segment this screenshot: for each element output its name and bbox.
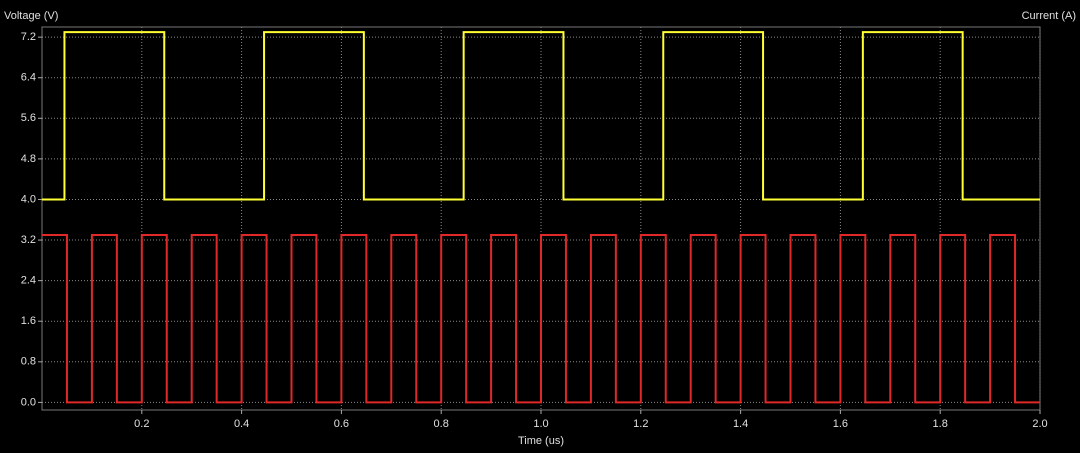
series-line <box>42 31 1040 201</box>
x-tick-label: 1.6 <box>833 418 848 430</box>
x-axis-title: Time (us) <box>518 435 564 447</box>
x-tick-label: 1.2 <box>633 418 648 430</box>
series-line <box>42 233 1040 404</box>
x-tick-label: 1.4 <box>733 418 748 430</box>
x-tick-label: 1.8 <box>933 418 948 430</box>
x-tick-label: 0.6 <box>334 418 349 430</box>
y-tick-label: 0.8 <box>21 356 36 368</box>
x-tick-label: 0.8 <box>434 418 449 430</box>
y-tick-label: 0.0 <box>21 396 36 408</box>
y2-axis-title: Current (A) <box>1022 10 1076 22</box>
y-tick-label: 4.8 <box>21 153 36 165</box>
y-tick-label: 1.6 <box>21 315 36 327</box>
y-tick-label: 6.4 <box>21 72 36 84</box>
y-tick-label: 3.2 <box>21 234 36 246</box>
y-tick-label: 2.4 <box>21 275 36 287</box>
y-tick-label: 4.0 <box>21 193 36 205</box>
x-tick-label: 0.2 <box>134 418 149 430</box>
x-tick-label: 1.0 <box>533 418 548 430</box>
y-axis-title: Voltage (V) <box>4 10 58 22</box>
y-tick-label: 5.6 <box>21 112 36 124</box>
y-tick-label: 7.2 <box>21 31 36 43</box>
x-tick-label: 2.0 <box>1032 418 1047 430</box>
x-tick-label: 0.4 <box>234 418 249 430</box>
